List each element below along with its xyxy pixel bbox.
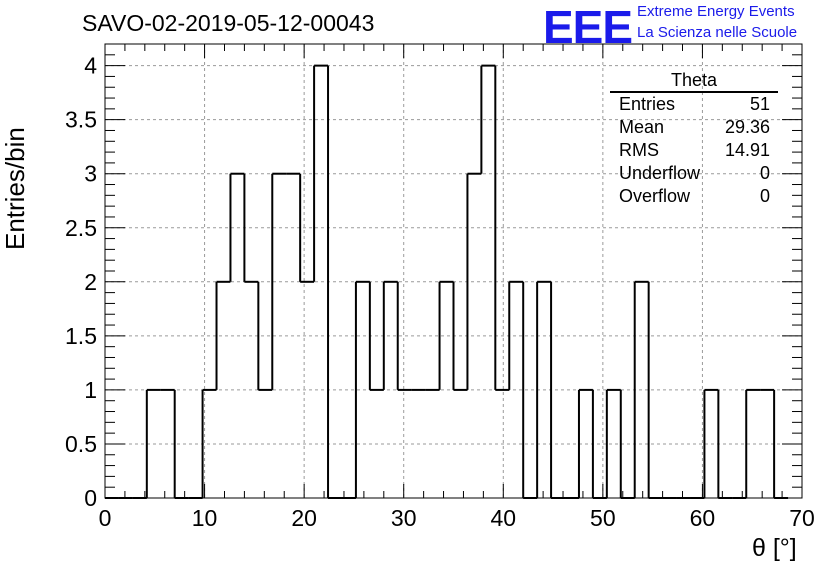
y-tick-label: 3.5 [65,107,97,133]
x-tick-label: 70 [789,505,815,531]
stat-label: RMS [619,140,659,160]
stat-row-underflow: Underflow 0 [610,162,778,185]
stat-value: 14.91 [724,140,770,160]
y-tick-label: 4 [84,53,97,79]
tick-labels: 0 10 20 30 40 50 60 70 0 0.5 1 1.5 2 2.5 3 3.5 4 [65,53,815,531]
stats-box: Theta Entries 51 Mean 29.36 RMS 14.91 Un… [610,70,778,208]
x-tick-label: 10 [192,505,218,531]
stat-label: Entries [619,94,676,114]
y-tick-label: 2.5 [65,215,97,241]
y-tick-label: 2 [84,269,97,295]
axis-ticks [104,43,803,499]
x-tick-label: 60 [690,505,716,531]
logo-subtitle-line1: Extreme Energy Events [637,3,795,20]
run-title: SAVO-02-2019-05-12-00043 [82,10,375,36]
stat-value: 51 [749,94,770,114]
x-tick-label: 50 [590,505,616,531]
y-axis-label: Entries/bin [0,127,30,250]
y-tick-label: 0.5 [65,431,97,457]
histogram-series [105,64,789,499]
x-axis-label: θ [°] [752,534,797,562]
stat-row-entries: Entries 51 [610,93,778,116]
y-tick-label: 1 [84,377,97,403]
x-tick-label: 40 [490,505,516,531]
y-tick-label: 1.5 [65,323,97,349]
stat-row-rms: RMS 14.91 [610,139,778,162]
y-tick-label: 3 [84,161,97,187]
stat-value: 0 [759,163,770,183]
y-tick-label: 0 [84,485,97,511]
eee-logo: EEE [543,1,633,53]
stat-label: Underflow [619,163,701,183]
x-tick-label: 0 [99,505,112,531]
x-tick-label: 30 [391,505,417,531]
stat-value: 29.36 [724,117,770,137]
stat-label: Overflow [619,186,691,206]
stat-label: Mean [619,117,665,137]
stats-title: Theta [610,70,778,93]
logo-subtitle-line2: La Scienza nelle Scuole [637,24,798,41]
stat-value: 0 [759,186,770,206]
stat-row-mean: Mean 29.36 [610,116,778,139]
x-tick-label: 20 [291,505,317,531]
stat-row-overflow: Overflow 0 [610,185,778,208]
